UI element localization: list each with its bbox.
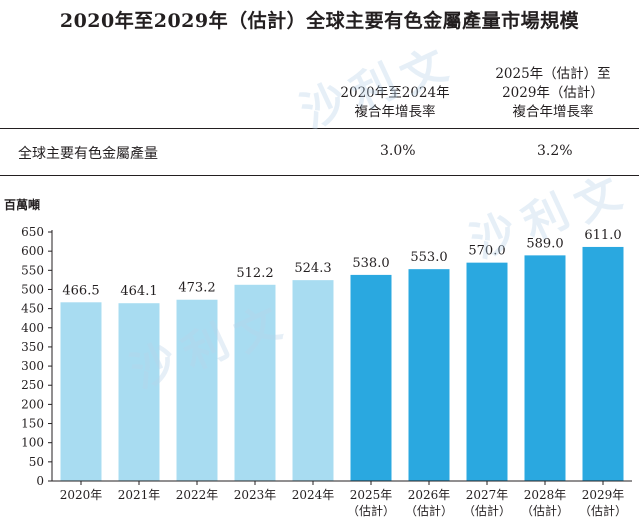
- cagr-header-forecast: 2025年（估計）至 2029年（估計） 複合年增長率: [478, 65, 628, 122]
- x-category-label: （估計）: [463, 503, 511, 518]
- bar: [582, 246, 624, 481]
- x-category-label: 2028年: [524, 488, 567, 502]
- x-category-label: （估計）: [521, 503, 569, 518]
- table-bottom-rule: [0, 175, 639, 176]
- bar-value-label: 512.2: [236, 266, 273, 281]
- bar-value-label: 538.0: [352, 256, 389, 271]
- bar: [234, 284, 276, 481]
- y-tick-label: 500: [21, 282, 44, 296]
- y-tick-label: 300: [21, 359, 44, 373]
- x-category-label: 2023年: [234, 488, 277, 502]
- cagr-header-forecast-line2: 2029年（估計）: [502, 85, 604, 101]
- x-category-label: 2025年: [350, 488, 393, 502]
- x-category-label: 2027年: [466, 488, 509, 502]
- bar: [292, 280, 334, 481]
- cagr-header-historical-line2: 複合年增長率: [354, 104, 436, 120]
- y-tick-label: 200: [21, 397, 44, 411]
- y-tick-label: 650: [21, 225, 44, 239]
- table-top-rule: [0, 128, 639, 129]
- chart-title: 2020年至2029年（估計）全球主要有色金屬產量市場規模: [59, 10, 580, 32]
- bar-value-label: 464.1: [120, 284, 157, 299]
- bar: [60, 302, 102, 481]
- x-category-label: 2026年: [408, 488, 451, 502]
- bar: [118, 303, 160, 481]
- bar-value-label: 524.3: [294, 261, 331, 276]
- x-category-label: （估計）: [579, 503, 627, 518]
- y-tick-label: 250: [21, 378, 44, 392]
- bar-value-label: 473.2: [178, 281, 215, 296]
- y-tick-label: 150: [21, 417, 44, 431]
- cagr-header-historical-line1: 2020年至2024年: [340, 85, 450, 101]
- y-axis-unit: 百萬噸: [4, 198, 41, 212]
- cagr-row-label: 全球主要有色金屬產量: [18, 146, 158, 162]
- y-tick-label: 450: [21, 302, 44, 316]
- bar: [466, 262, 508, 481]
- bar-value-label: 553.0: [410, 250, 447, 265]
- x-category-label: （估計）: [347, 503, 395, 518]
- bar: [524, 255, 566, 481]
- bar-value-label: 589.0: [526, 236, 563, 251]
- bar: [408, 269, 450, 481]
- y-tick-label: 100: [21, 436, 44, 450]
- bar-value-label: 570.0: [468, 244, 505, 259]
- y-tick-label: 350: [21, 340, 44, 354]
- cagr-header-historical: 2020年至2024年 複合年增長率: [320, 84, 470, 122]
- y-tick-label: 50: [29, 455, 44, 469]
- x-category-label: 2024年: [292, 488, 335, 502]
- y-tick-label: 400: [21, 321, 44, 335]
- bar-value-label: 466.5: [62, 283, 99, 298]
- x-category-label: 2029年: [582, 488, 625, 502]
- x-category-label: 2021年: [118, 488, 161, 502]
- x-category-label: 2020年: [60, 488, 103, 502]
- bar: [350, 274, 392, 481]
- cagr-header-forecast-line1: 2025年（估計）至: [495, 66, 611, 82]
- y-tick-label: 550: [21, 263, 44, 277]
- bar-value-label: 611.0: [584, 228, 621, 243]
- y-tick-label: 0: [36, 474, 44, 488]
- x-category-label: 2022年: [176, 488, 219, 502]
- cagr-value-forecast: 3.2%: [537, 143, 573, 159]
- bar: [176, 299, 218, 481]
- cagr-header-forecast-line3: 複合年增長率: [512, 104, 594, 120]
- y-tick-label: 600: [21, 244, 44, 258]
- cagr-value-historical: 3.0%: [380, 143, 416, 159]
- x-category-label: （估計）: [405, 503, 453, 518]
